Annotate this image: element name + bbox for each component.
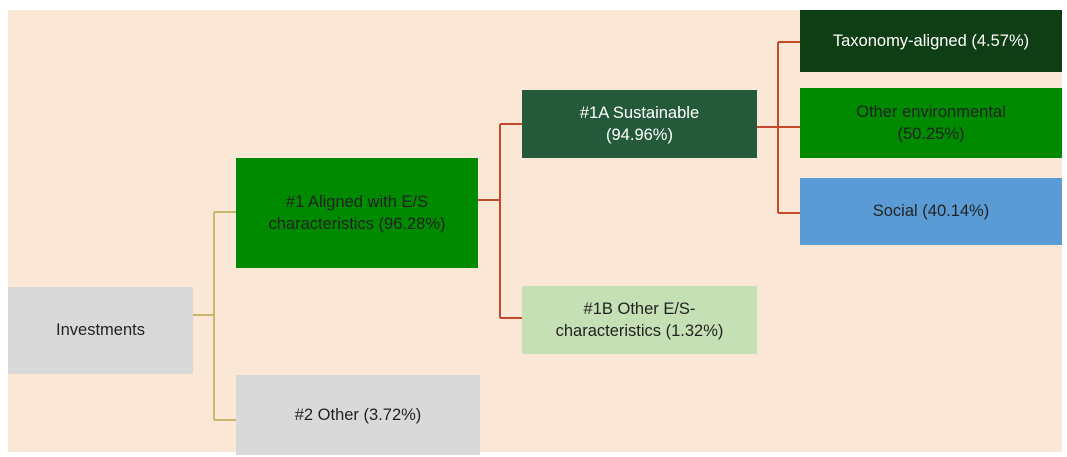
- sustainable-connectors: [757, 41, 800, 214]
- node-other-es: #1B Other E/S-characteristics (1.32%): [522, 286, 757, 354]
- node-social: Social (40.14%): [800, 178, 1062, 245]
- node-aligned: #1 Aligned with E/S characteristics (96.…: [236, 158, 478, 268]
- node-investments: Investments: [8, 287, 193, 374]
- node-other: #2 Other (3.72%): [236, 375, 480, 455]
- aligned-connectors: [478, 123, 522, 319]
- node-sustainable: #1A Sustainable (94.96%): [522, 90, 757, 158]
- node-other-environmental: Other environmental (50.25%): [800, 88, 1062, 158]
- node-taxonomy: Taxonomy-aligned (4.57%): [800, 10, 1062, 72]
- investment-connectors: [193, 211, 236, 421]
